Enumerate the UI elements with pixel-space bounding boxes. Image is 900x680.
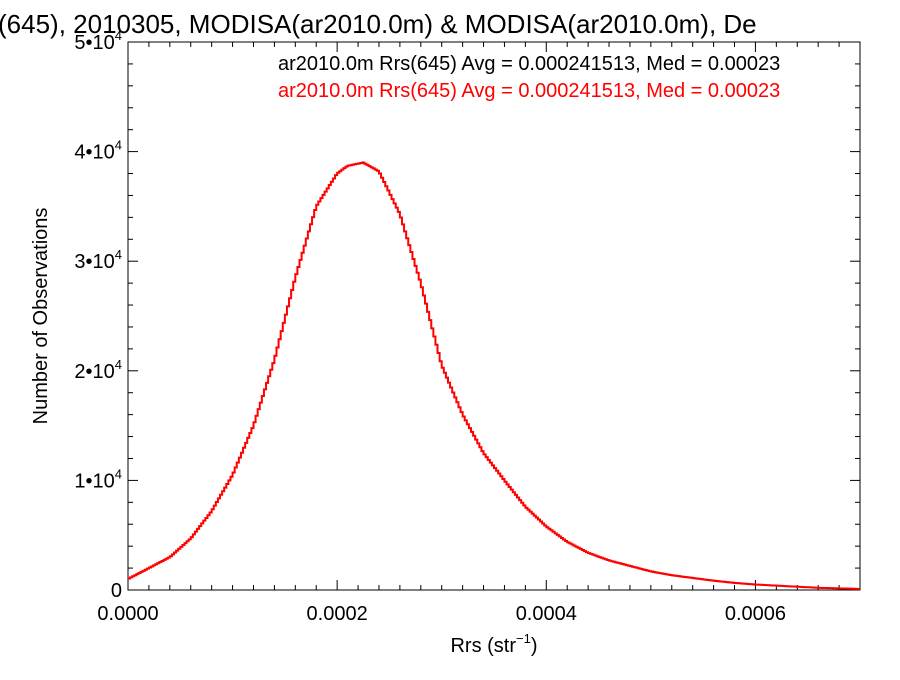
y-tick-label-0: 0	[111, 580, 122, 602]
y-tick-exponent: 4	[115, 247, 122, 262]
series-layer	[128, 163, 860, 589]
plot-frame	[128, 42, 860, 590]
y-tick-mantissa: 4•10	[74, 142, 114, 164]
y-tick-exponent: 4	[115, 138, 122, 153]
series-line-0	[128, 163, 860, 589]
y-axis-label: Number of Observations	[30, 208, 52, 425]
y-tick-label-3: 3•104	[74, 247, 122, 273]
x-axis-label-sup: −1	[516, 631, 531, 646]
y-tick-mantissa: 0	[111, 580, 122, 602]
y-tick-mantissa: 1•10	[74, 470, 114, 492]
y-tick-label-2: 2•104	[74, 357, 122, 383]
y-tick-label-5: 5•104	[74, 28, 122, 54]
x-axis-label: Rrs (str−1)	[450, 631, 537, 657]
legend-entry-black: ar2010.0m Rrs(645) Avg = 0.000241513, Me…	[278, 53, 780, 75]
x-tick-label-2: 0.0004	[516, 603, 577, 625]
x-axis-label-end: )	[531, 635, 538, 657]
x-axis-ticks: 0.0000 0.0002 0.0004 0.0006	[97, 42, 860, 625]
y-tick-exponent: 4	[115, 357, 122, 372]
y-tick-mantissa: 5•10	[74, 32, 114, 54]
x-tick-label-0: 0.0000	[97, 603, 158, 625]
y-tick-label-4: 4•104	[74, 138, 122, 164]
y-tick-exponent: 4	[115, 28, 122, 43]
y-tick-label-1: 1•104	[74, 466, 122, 492]
x-tick-label-1: 0.0002	[307, 603, 368, 625]
y-tick-mantissa: 3•10	[74, 251, 114, 273]
legend-entry-red: ar2010.0m Rrs(645) Avg = 0.000241513, Me…	[278, 80, 780, 102]
x-tick-label-3: 0.0006	[725, 603, 786, 625]
x-axis-label-text: Rrs (str	[450, 635, 516, 657]
y-tick-mantissa: 2•10	[74, 361, 114, 383]
y-tick-exponent: 4	[115, 466, 122, 481]
